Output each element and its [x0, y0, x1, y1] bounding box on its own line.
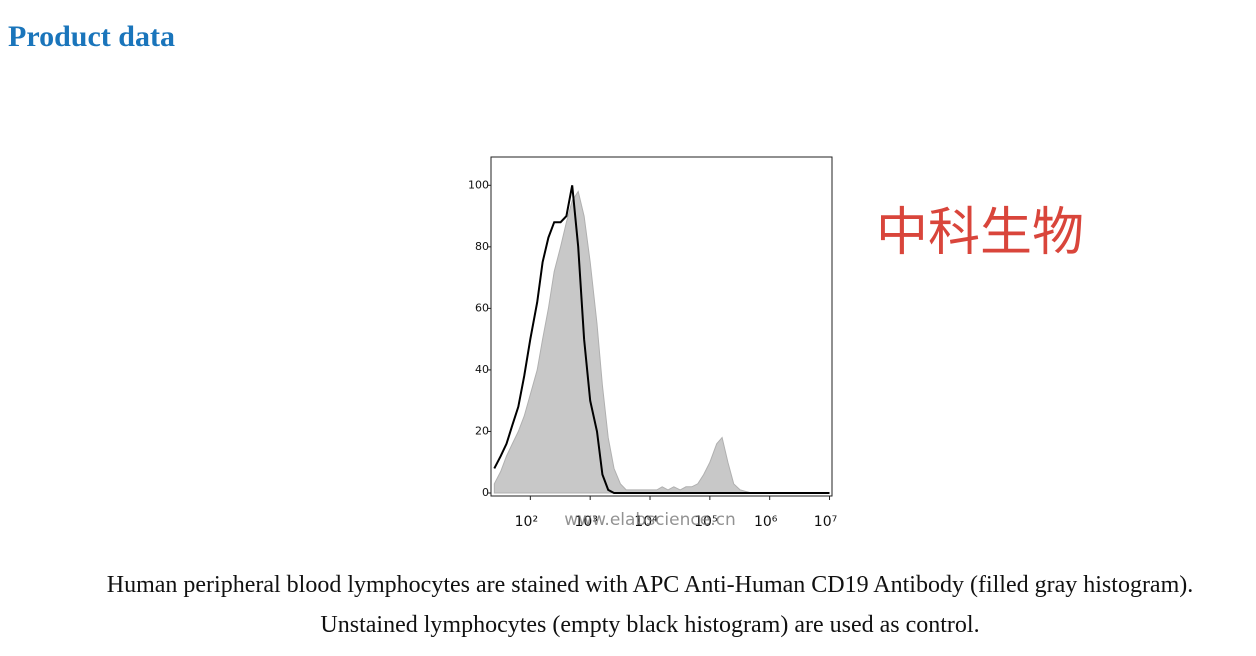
caption-line: Human peripheral blood lymphocytes are s…	[106, 572, 1194, 598]
watermark-company: 中科生物	[876, 203, 1084, 263]
chart: 中科生物 0 20 40 60 80 100 10² 10³ 10⁴ 10⁵ 10⁶ 10⁷ www.e…	[468, 156, 1084, 530]
x-tick-label: 10⁷	[814, 514, 837, 530]
x-tick-label: 10³	[574, 514, 597, 530]
stained-histogram	[493, 190, 830, 494]
y-tick-label: 20	[475, 424, 489, 437]
x-tick-label: 10⁴	[634, 514, 658, 530]
x-tick-label: 10⁵	[694, 514, 717, 530]
x-tick-label: 10⁶	[754, 514, 778, 530]
y-tick-label: 100	[468, 178, 489, 191]
y-tick-label: 80	[475, 240, 489, 253]
watermark-site: www.elabscience.cn	[564, 510, 735, 530]
caption-line: Unstained lymphocytes (empty black histo…	[320, 612, 980, 638]
y-tick-label: 60	[475, 301, 489, 314]
plot-frame	[490, 156, 833, 497]
section-title: Product data	[8, 20, 175, 53]
y-tick-label: 0	[482, 486, 489, 499]
x-tick-label: 10²	[515, 514, 538, 530]
control-histogram	[493, 185, 830, 494]
y-tick-label: 40	[475, 363, 489, 376]
